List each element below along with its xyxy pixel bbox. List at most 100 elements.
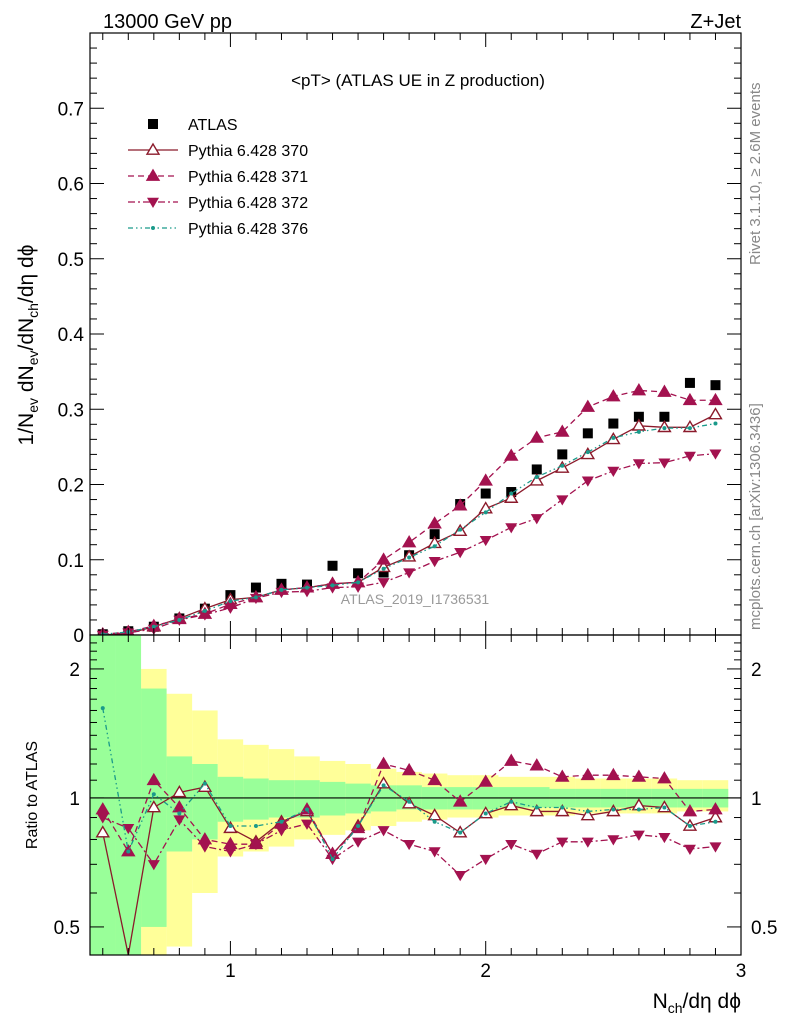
data-point-4 [458,527,463,532]
data-point-0 [659,411,670,422]
ratio-point-3 [611,807,616,812]
data-point-2 [529,430,544,443]
ratio-point-2 [683,844,696,856]
data-point-4 [611,435,616,440]
data-point-3 [198,610,211,621]
data-point-3 [556,495,569,506]
data-point-4 [381,566,386,571]
legend-label-4: Pythia 6.428 376 [188,221,308,238]
main-y-axis-label: 1/Nev dNev/dNch/dη dϕ [15,245,41,446]
data-point-1 [708,407,723,420]
ratio-point-1 [580,767,596,781]
ratio-point-2 [173,815,186,826]
data-point-3 [632,459,645,470]
header-energy-label: 13000 GeV pp [103,11,232,33]
ratio-band-green [268,780,295,818]
ratio-band-green [319,781,346,816]
data-point-0 [710,380,721,391]
y-tick-label: 0.5 [58,250,84,271]
legend-label-3: Pythia 6.428 372 [188,195,308,212]
data-point-2 [580,399,596,412]
legend-marker-2 [145,168,161,181]
data-point-3 [326,583,339,594]
data-point-4 [202,608,207,613]
ratio-point-1 [631,769,647,782]
ratio-y-tick-label-right: 2 [751,660,762,681]
ratio-point-3 [662,805,667,810]
ratio-point-2 [658,832,671,844]
ratio-point-1 [401,762,417,776]
chart-title: <pT> (ATLAS UE in Z production) [291,71,545,90]
ratio-point-2 [275,826,288,837]
ratio-point-3 [177,811,182,816]
data-point-1 [529,473,544,486]
data-point-3 [658,458,671,469]
y-tick-label: 0.4 [58,325,85,346]
data-point-3 [581,476,594,487]
ratio-point-1 [376,756,391,769]
ratio-point-2 [301,819,313,830]
data-point-2 [478,473,493,486]
ratio-panel: 1 2 3 0.5 0.5 1 1 2 2 [54,634,777,982]
data-point-4 [662,426,667,431]
data-point-4 [407,555,412,560]
legend-label-0: ATLAS [188,117,238,134]
data-point-4 [560,463,565,468]
ratio-point-0 [504,798,519,811]
x-tick-label: 2 [480,961,491,982]
ratio-point-3 [228,824,233,829]
ratio-point-3 [560,805,565,810]
ratio-point-3 [151,792,156,797]
ratio-point-2 [607,835,620,846]
legend-marker-1 [145,142,161,155]
ratio-point-0 [580,808,596,821]
ratio-band-green [498,787,524,808]
x-tick-label: 1 [225,961,236,982]
data-point-3 [454,548,467,559]
data-point-3 [301,587,313,598]
data-point-0 [353,568,364,579]
main-panel: 0 0.1 0.2 0.3 0.4 0.5 0.6 0.7 ATLAS Pythia 6.428 … [58,32,742,647]
data-point-3 [352,582,365,593]
data-point-4 [356,580,361,585]
data-point-0 [531,464,542,475]
y-tick-label: 0 [73,626,84,647]
data-point-2 [606,389,621,402]
ratio-y-tick-label: 1 [69,789,80,810]
legend-marker-4 [151,226,155,230]
data-point-0 [557,449,568,460]
ratio-point-1 [708,802,723,815]
data-point-0 [608,418,619,429]
ratio-point-3 [381,783,386,788]
data-point-0 [378,567,389,578]
ratio-point-2 [224,847,237,858]
legend-marker-0 [148,119,158,129]
data-point-4 [253,595,258,600]
data-point-2 [376,552,391,565]
data-point-3 [224,603,237,614]
data-point-3 [403,568,416,579]
data-point-4 [432,544,437,549]
ratio-y-axis-label: Ratio to ATLAS [24,741,41,849]
data-point-4 [228,599,233,604]
data-point-0 [684,377,695,388]
ratio-point-2 [249,839,262,851]
ratio-frame [89,634,742,956]
ratio-point-1 [452,794,468,807]
data-point-4 [151,624,156,629]
data-point-2 [682,392,698,406]
legend-label-1: Pythia 6.428 370 [188,143,308,160]
ratio-point-3 [407,799,412,804]
ratio-point-2 [198,842,211,853]
ratio-point-2 [581,837,594,848]
ratio-y-tick-label: 2 [69,660,80,681]
ratio-point-1 [504,753,519,766]
data-point-0 [250,582,261,593]
data-point-3 [377,578,390,589]
ratio-band-green [115,635,142,955]
data-point-2 [631,383,647,396]
ratio-point-1 [555,769,570,782]
ratio-point-3 [636,807,641,812]
ratio-point-3 [534,805,539,810]
ratio-point-1 [606,767,621,781]
